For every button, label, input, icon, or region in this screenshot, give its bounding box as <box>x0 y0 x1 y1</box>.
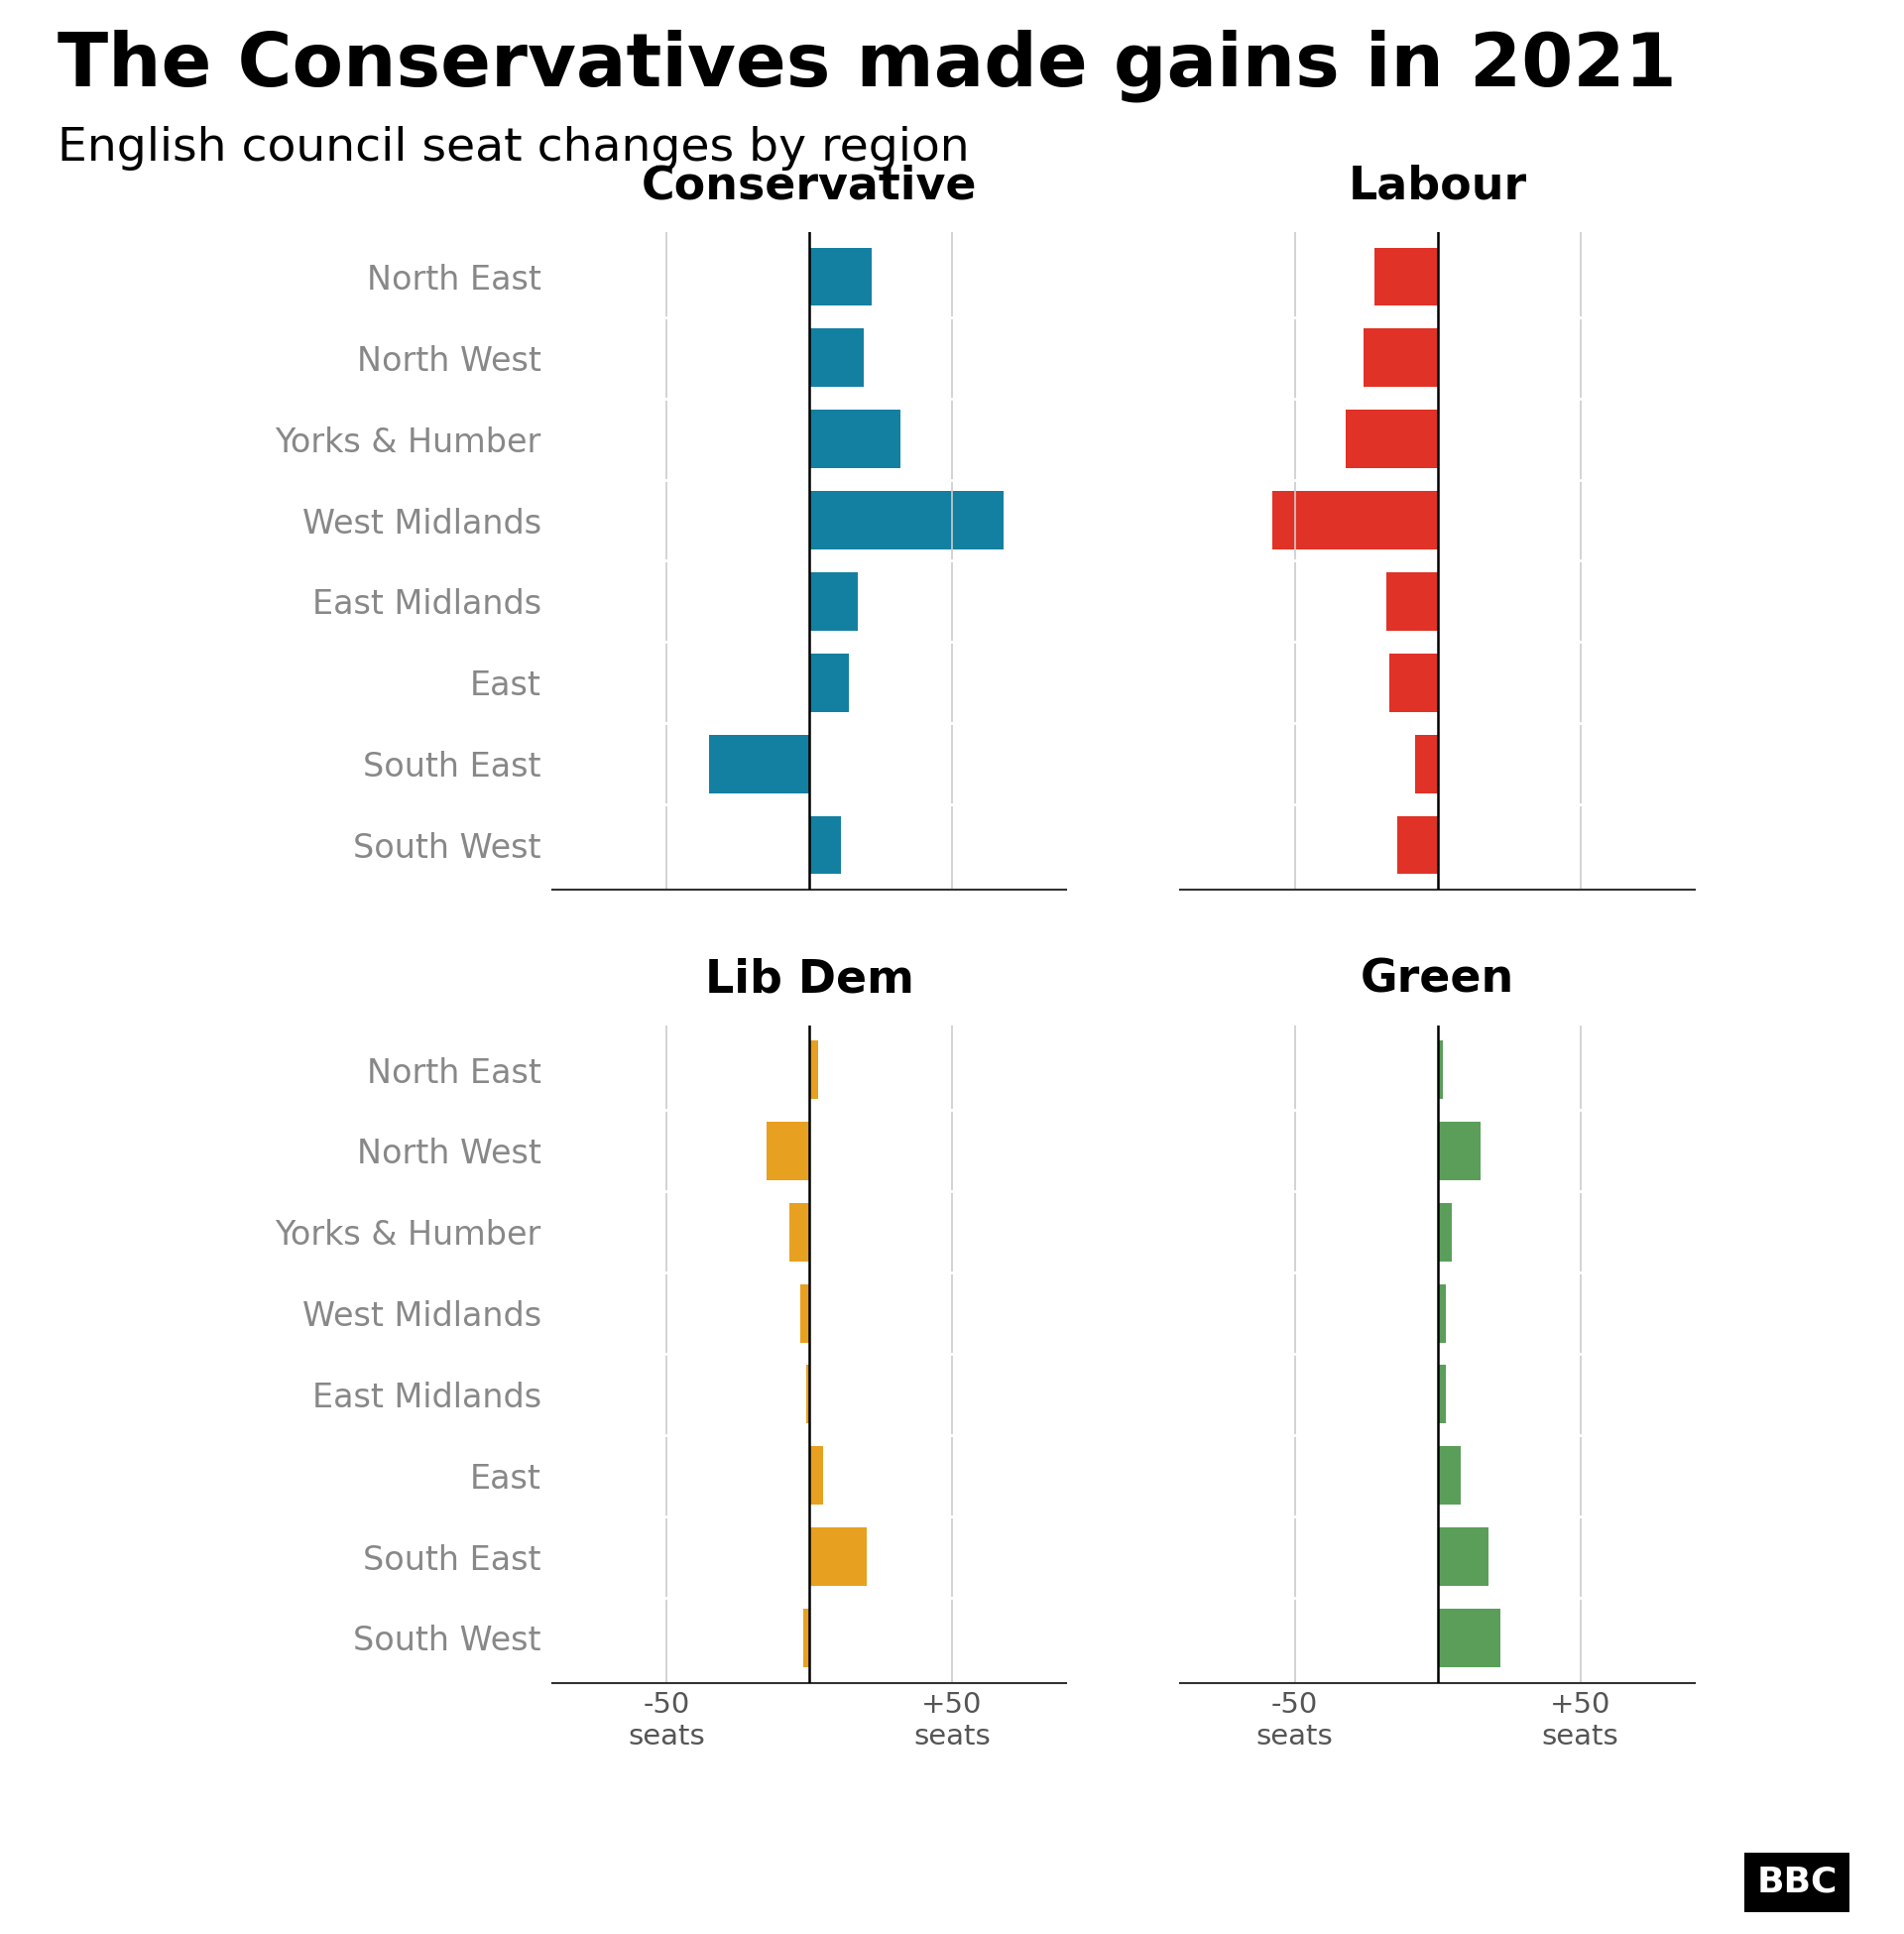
Bar <box>790 1203 809 1261</box>
Bar <box>1398 816 1438 874</box>
Bar <box>1388 654 1438 712</box>
Bar <box>803 1609 809 1667</box>
Bar <box>1438 1609 1500 1667</box>
Text: BBC: BBC <box>1757 1866 1837 1899</box>
Bar <box>1415 735 1438 793</box>
Text: English council seat changes by region: English council seat changes by region <box>57 126 969 170</box>
Bar <box>1438 1284 1447 1342</box>
Bar <box>809 1528 866 1586</box>
Bar <box>809 572 857 630</box>
Bar <box>807 1365 809 1423</box>
Bar <box>1438 1447 1460 1505</box>
Bar <box>809 816 842 874</box>
Text: Conservative: Conservative <box>642 164 977 209</box>
Bar <box>1272 491 1438 549</box>
Bar <box>800 1284 809 1342</box>
Bar <box>1346 410 1438 468</box>
Bar <box>1375 248 1438 306</box>
Bar <box>708 735 809 793</box>
Bar <box>1438 1122 1481 1180</box>
Bar <box>809 1447 823 1505</box>
Bar <box>809 654 849 712</box>
Bar <box>1386 572 1438 630</box>
Text: Labour: Labour <box>1348 164 1527 209</box>
Text: The Conservatives made gains in 2021: The Conservatives made gains in 2021 <box>57 29 1676 103</box>
Bar <box>1438 1040 1443 1099</box>
Bar <box>809 1040 819 1099</box>
Bar <box>1438 1203 1451 1261</box>
Text: Green: Green <box>1361 957 1514 1002</box>
Bar <box>1363 329 1438 387</box>
Bar <box>809 329 864 387</box>
Bar <box>809 248 872 306</box>
Bar <box>1438 1365 1447 1423</box>
Bar <box>809 410 901 468</box>
Bar <box>1438 1528 1489 1586</box>
Bar <box>809 491 1003 549</box>
Text: Lib Dem: Lib Dem <box>704 957 914 1002</box>
Bar <box>765 1122 809 1180</box>
